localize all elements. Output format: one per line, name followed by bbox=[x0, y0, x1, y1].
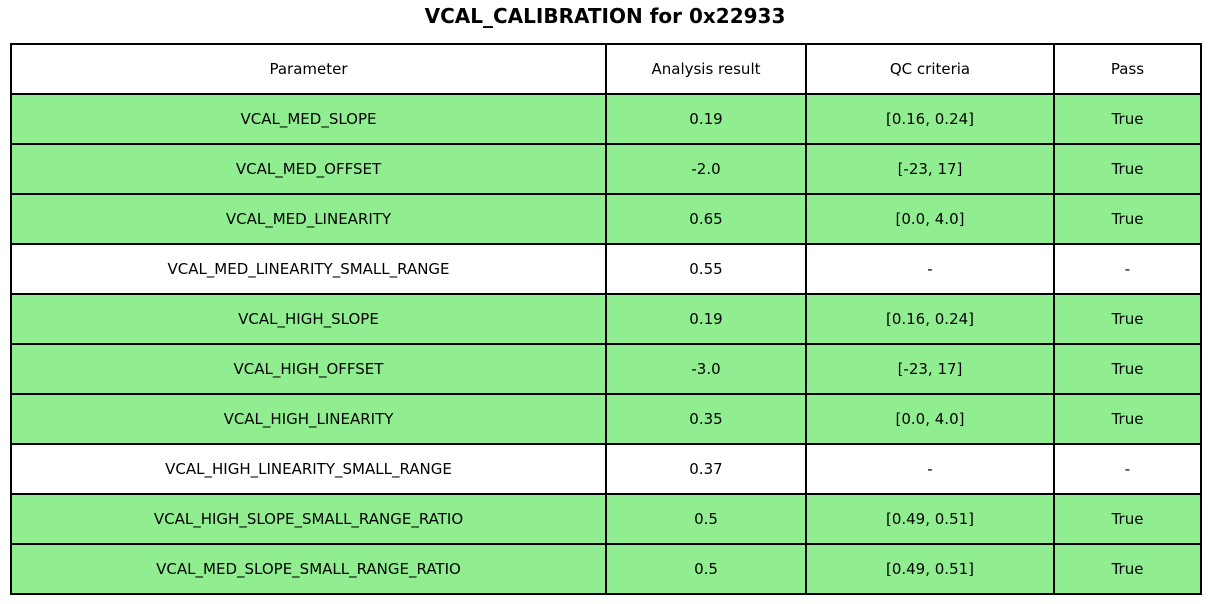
cell-parameter: VCAL_MED_SLOPE_SMALL_RANGE_RATIO bbox=[10, 543, 607, 595]
cell-analysis-result: 0.5 bbox=[605, 543, 807, 595]
cell-pass: True bbox=[1053, 143, 1202, 195]
cell-qc-criteria: [-23, 17] bbox=[805, 343, 1055, 395]
table-row: VCAL_MED_LINEARITY 0.65 [0.0, 4.0] True bbox=[10, 193, 1202, 245]
cell-qc-criteria: [0.0, 4.0] bbox=[805, 193, 1055, 245]
table-row: VCAL_HIGH_OFFSET -3.0 [-23, 17] True bbox=[10, 343, 1202, 395]
cell-parameter: VCAL_MED_SLOPE bbox=[10, 93, 607, 145]
table-row: VCAL_MED_SLOPE 0.19 [0.16, 0.24] True bbox=[10, 93, 1202, 145]
cell-qc-criteria: [0.0, 4.0] bbox=[805, 393, 1055, 445]
table-row: VCAL_HIGH_LINEARITY_SMALL_RANGE 0.37 - - bbox=[10, 443, 1202, 495]
cell-pass: True bbox=[1053, 493, 1202, 545]
cell-pass: True bbox=[1053, 93, 1202, 145]
cell-qc-criteria: [0.49, 0.51] bbox=[805, 543, 1055, 595]
cell-pass: - bbox=[1053, 443, 1202, 495]
cell-qc-criteria: [-23, 17] bbox=[805, 143, 1055, 195]
column-header-qc-criteria: QC criteria bbox=[805, 43, 1055, 95]
table-row: VCAL_HIGH_SLOPE_SMALL_RANGE_RATIO 0.5 [0… bbox=[10, 493, 1202, 545]
cell-analysis-result: 0.35 bbox=[605, 393, 807, 445]
table-row: VCAL_MED_OFFSET -2.0 [-23, 17] True bbox=[10, 143, 1202, 195]
cell-pass: True bbox=[1053, 393, 1202, 445]
cell-analysis-result: 0.37 bbox=[605, 443, 807, 495]
cell-parameter: VCAL_HIGH_LINEARITY bbox=[10, 393, 607, 445]
cell-analysis-result: 0.5 bbox=[605, 493, 807, 545]
cell-pass: True bbox=[1053, 193, 1202, 245]
table-row: VCAL_MED_SLOPE_SMALL_RANGE_RATIO 0.5 [0.… bbox=[10, 543, 1202, 595]
table-row: VCAL_HIGH_LINEARITY 0.35 [0.0, 4.0] True bbox=[10, 393, 1202, 445]
qc-results-table: Parameter Analysis result QC criteria Pa… bbox=[10, 43, 1202, 595]
cell-parameter: VCAL_HIGH_LINEARITY_SMALL_RANGE bbox=[10, 443, 607, 495]
cell-qc-criteria: [0.16, 0.24] bbox=[805, 293, 1055, 345]
cell-analysis-result: 0.65 bbox=[605, 193, 807, 245]
cell-parameter: VCAL_MED_LINEARITY_SMALL_RANGE bbox=[10, 243, 607, 295]
cell-qc-criteria: [0.49, 0.51] bbox=[805, 493, 1055, 545]
cell-parameter: VCAL_MED_OFFSET bbox=[10, 143, 607, 195]
cell-pass: True bbox=[1053, 543, 1202, 595]
cell-qc-criteria: [0.16, 0.24] bbox=[805, 93, 1055, 145]
cell-parameter: VCAL_HIGH_SLOPE_SMALL_RANGE_RATIO bbox=[10, 493, 607, 545]
cell-analysis-result: -2.0 bbox=[605, 143, 807, 195]
column-header-analysis-result: Analysis result bbox=[605, 43, 807, 95]
table-row: VCAL_MED_LINEARITY_SMALL_RANGE 0.55 - - bbox=[10, 243, 1202, 295]
cell-analysis-result: 0.19 bbox=[605, 93, 807, 145]
cell-pass: True bbox=[1053, 343, 1202, 395]
cell-qc-criteria: - bbox=[805, 243, 1055, 295]
cell-pass: - bbox=[1053, 243, 1202, 295]
cell-parameter: VCAL_HIGH_SLOPE bbox=[10, 293, 607, 345]
header-row: Parameter Analysis result QC criteria Pa… bbox=[10, 43, 1202, 95]
cell-parameter: VCAL_MED_LINEARITY bbox=[10, 193, 607, 245]
cell-parameter: VCAL_HIGH_OFFSET bbox=[10, 343, 607, 395]
cell-analysis-result: -3.0 bbox=[605, 343, 807, 395]
column-header-parameter: Parameter bbox=[10, 43, 607, 95]
cell-qc-criteria: - bbox=[805, 443, 1055, 495]
figure-title: VCAL_CALIBRATION for 0x22933 bbox=[424, 4, 786, 28]
cell-analysis-result: 0.55 bbox=[605, 243, 807, 295]
table-row: VCAL_HIGH_SLOPE 0.19 [0.16, 0.24] True bbox=[10, 293, 1202, 345]
cell-analysis-result: 0.19 bbox=[605, 293, 807, 345]
cell-pass: True bbox=[1053, 293, 1202, 345]
column-header-pass: Pass bbox=[1053, 43, 1202, 95]
